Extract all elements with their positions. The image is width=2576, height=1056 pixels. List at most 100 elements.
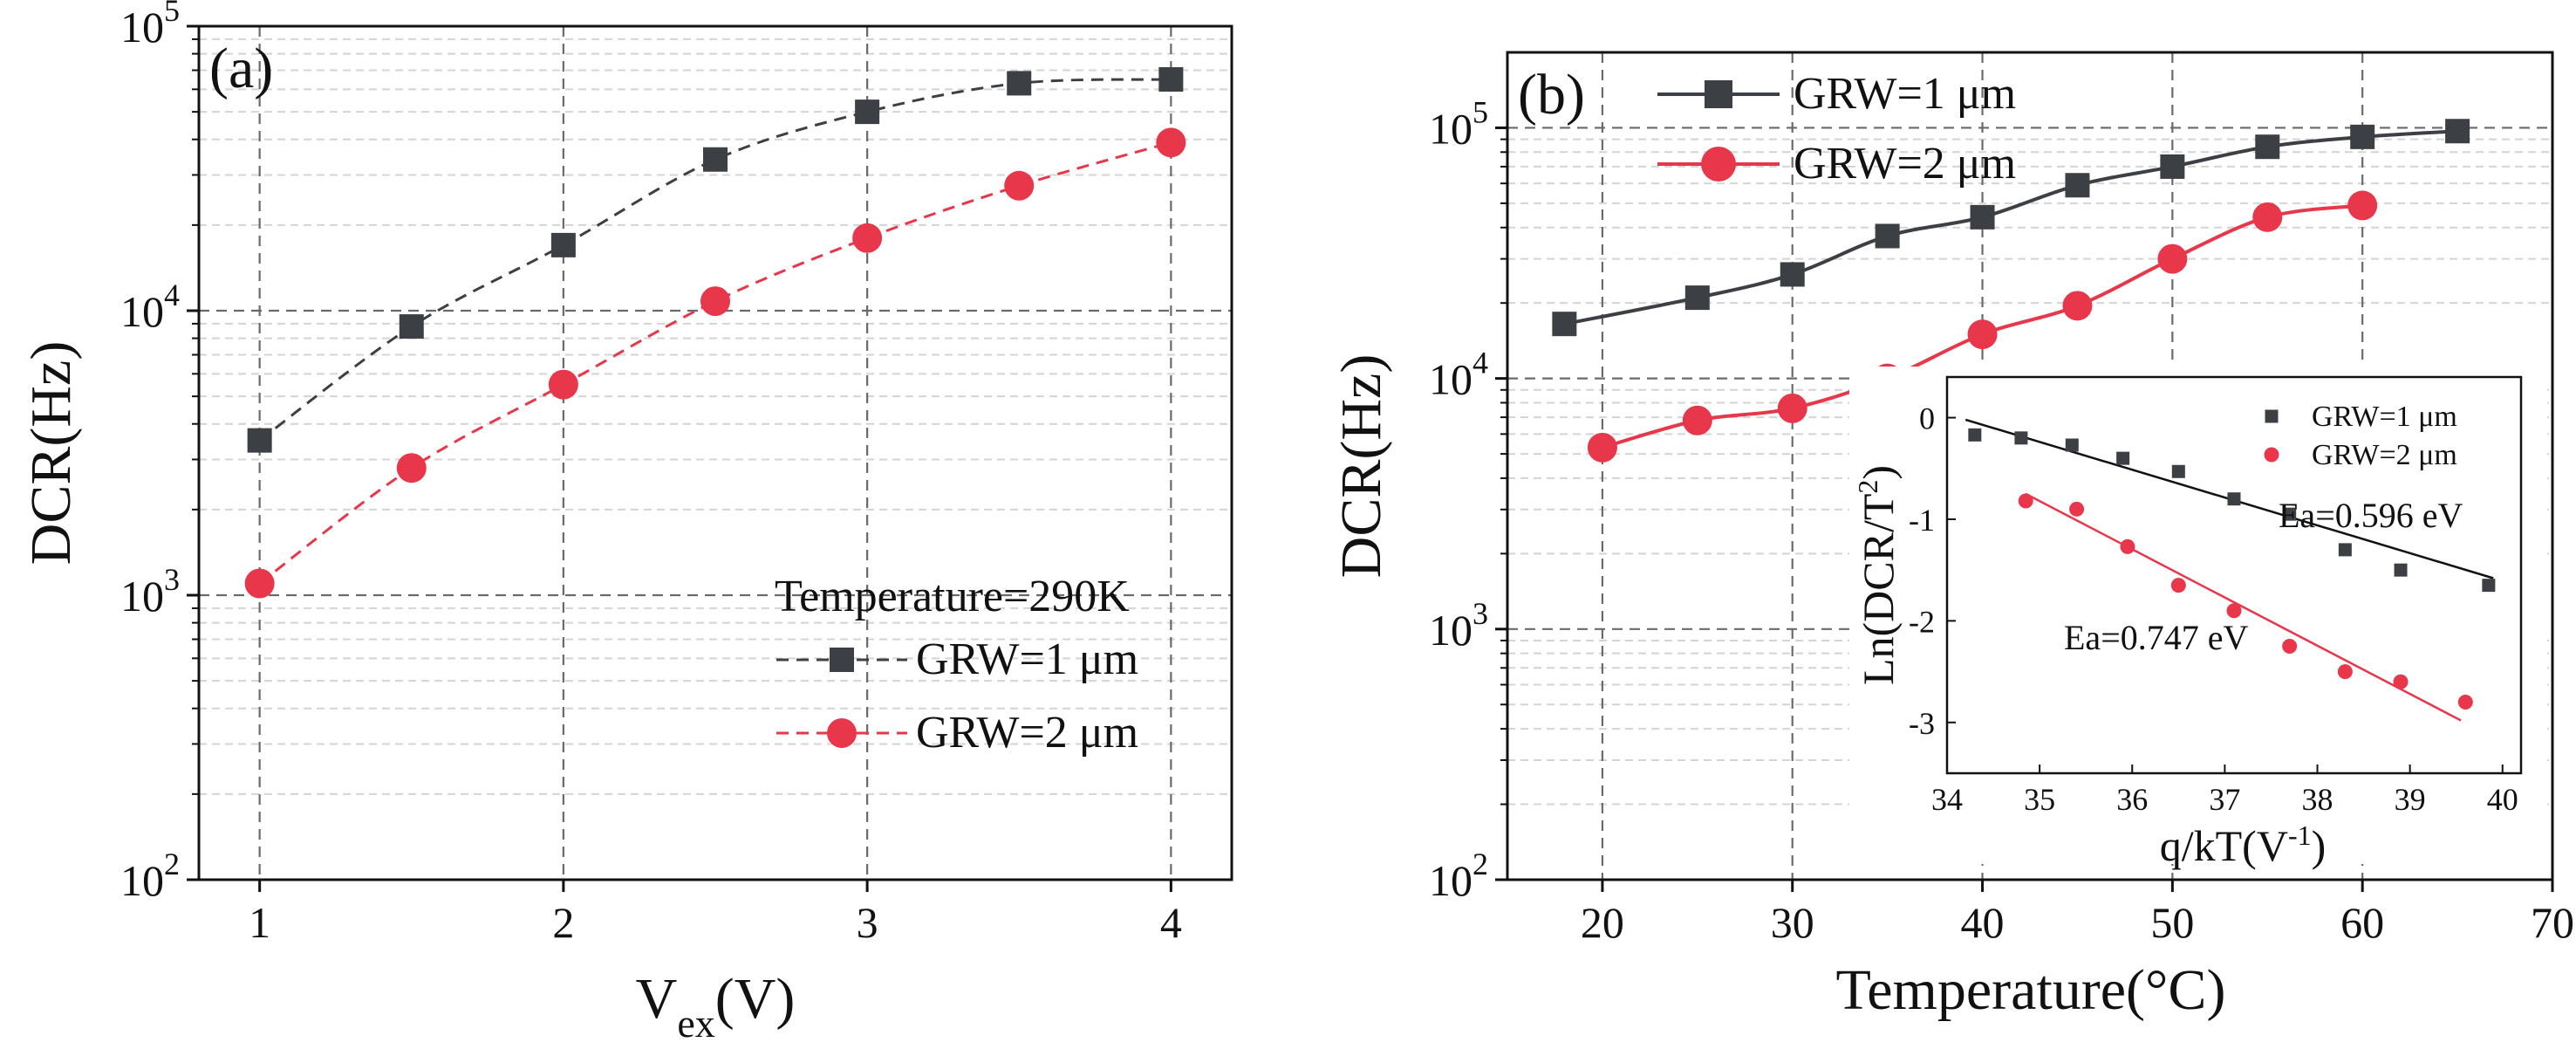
legend-marker <box>827 718 857 748</box>
data-point <box>2457 695 2473 710</box>
x-axis-label: Vex(V) <box>636 967 796 1046</box>
x-tick-label: 40 <box>1961 898 2005 947</box>
data-point <box>2018 493 2033 509</box>
series-line-1 <box>1563 129 2458 326</box>
plot-frame <box>197 24 1233 881</box>
data-point <box>1552 312 1577 337</box>
series-line-2 <box>258 141 1172 585</box>
legend-label: GRW=1 μm <box>1794 69 2016 119</box>
x-tick-label: 37 <box>2209 782 2240 817</box>
data-point <box>548 369 578 400</box>
data-point <box>2283 507 2297 521</box>
data-point <box>2337 664 2353 680</box>
data-point <box>2482 579 2496 593</box>
data-point <box>2226 603 2242 619</box>
x-tick-label: 20 <box>1581 898 1624 947</box>
data-point <box>2069 501 2085 517</box>
y-tick-label: 0 <box>1919 401 1935 436</box>
chart-panel-inset: 34 35 36 37 38 39 40 0 -1 -2 -3 q/kT(V-1) Ln(DCR/T2)… <box>1849 367 2547 870</box>
data-point <box>2157 243 2188 274</box>
data-point <box>2116 451 2130 465</box>
fit-line-2 <box>2025 492 2462 722</box>
data-point <box>244 568 275 599</box>
data-point <box>2062 291 2093 321</box>
data-point <box>247 428 272 453</box>
data-point <box>2445 119 2470 144</box>
x-tick-label: 38 <box>2302 782 2333 817</box>
data-point <box>1967 319 1998 350</box>
x-tick-label: 60 <box>2340 898 2384 947</box>
legend-marker <box>1705 80 1732 108</box>
y-axis-label: DCR(Hz) <box>1329 354 1393 579</box>
legend-marker <box>2264 447 2279 463</box>
legend-marker <box>830 648 854 672</box>
y-axis-label: DCR(Hz) <box>19 341 83 566</box>
x-tick-label: 1 <box>249 898 270 947</box>
legend-label: GRW=2 μm <box>916 708 1138 758</box>
x-axis-label: Temperature(°C) <box>1836 958 2226 1022</box>
data-point <box>2120 538 2135 554</box>
data-point <box>2338 543 2352 557</box>
panel-label: (b) <box>1518 63 1585 127</box>
data-point <box>2255 134 2280 160</box>
x-tick-label: 70 <box>2531 898 2574 947</box>
y-tick-label: 103 <box>1429 596 1488 655</box>
data-point <box>2394 563 2408 577</box>
legend-marker <box>1701 147 1736 182</box>
data-point <box>1684 285 1710 311</box>
inset-frame <box>1945 375 2523 775</box>
legend-label: GRW=1 μm <box>916 634 1138 684</box>
annotation-ea-black: Ea=0.596 eV <box>2279 496 2463 535</box>
y-tick-label: 105 <box>1429 94 1488 153</box>
data-point <box>1004 170 1035 201</box>
data-point <box>700 286 730 317</box>
data-point <box>2393 674 2409 689</box>
data-point <box>1007 71 1032 96</box>
legend-label: GRW=2 μm <box>1794 139 2016 189</box>
data-point <box>2171 464 2185 478</box>
data-point <box>1587 432 1617 463</box>
data-point <box>550 232 576 257</box>
data-point <box>396 453 427 483</box>
data-point <box>855 99 880 125</box>
data-point <box>2170 578 2186 593</box>
y-tick-label: 104 <box>1429 346 1488 404</box>
x-tick-label: 35 <box>2024 782 2055 817</box>
y-tick-label: 105 <box>120 0 180 51</box>
y-axis-label: Ln(DCR/T2) <box>1852 465 1903 685</box>
x-axis-label: q/kT(V-1) <box>2160 819 2327 870</box>
legend-marker <box>2265 409 2279 423</box>
y-tick-label: -3 <box>1909 706 1935 741</box>
x-tick-label: 50 <box>2150 898 2194 947</box>
data-point <box>2252 202 2283 232</box>
series-line-1 <box>258 78 1172 442</box>
data-point <box>1156 127 1186 158</box>
x-tick-label: 2 <box>552 898 574 947</box>
data-point <box>2350 124 2375 149</box>
data-point <box>703 147 728 172</box>
annotation-ea-red: Ea=0.747 eV <box>2064 618 2249 657</box>
x-tick-label: 34 <box>1931 782 1963 817</box>
y-tick-label: 102 <box>120 847 180 905</box>
data-point <box>1968 428 1982 442</box>
plot-frame <box>1506 51 2554 881</box>
data-point <box>2347 190 2378 221</box>
data-point <box>399 314 424 339</box>
chart-panel-a: 1 2 3 4 102 103 104 105 (a) DCR(Hz) Vex(V) Temperat… <box>19 0 1233 1046</box>
data-point <box>852 223 883 253</box>
annotation-temperature: Temperature=290K <box>775 572 1130 621</box>
x-tick-label: 40 <box>2487 782 2518 817</box>
y-tick-label: -1 <box>1909 503 1935 538</box>
legend-label: GRW=2 μm <box>2312 439 2457 471</box>
chart-panel-b: 20 30 40 50 60 70 102 103 104 105 (b) DCR(Hz) Temper… <box>1329 51 2574 1022</box>
inset-background <box>1849 367 2547 864</box>
data-point <box>2065 438 2079 452</box>
y-tick-label: -2 <box>1909 604 1935 639</box>
x-tick-label: 4 <box>1160 898 1182 947</box>
data-point <box>2160 154 2185 179</box>
data-point <box>2014 431 2028 445</box>
x-tick-label: 39 <box>2395 782 2426 817</box>
y-tick-label: 103 <box>120 562 180 621</box>
data-point <box>1777 393 1807 423</box>
